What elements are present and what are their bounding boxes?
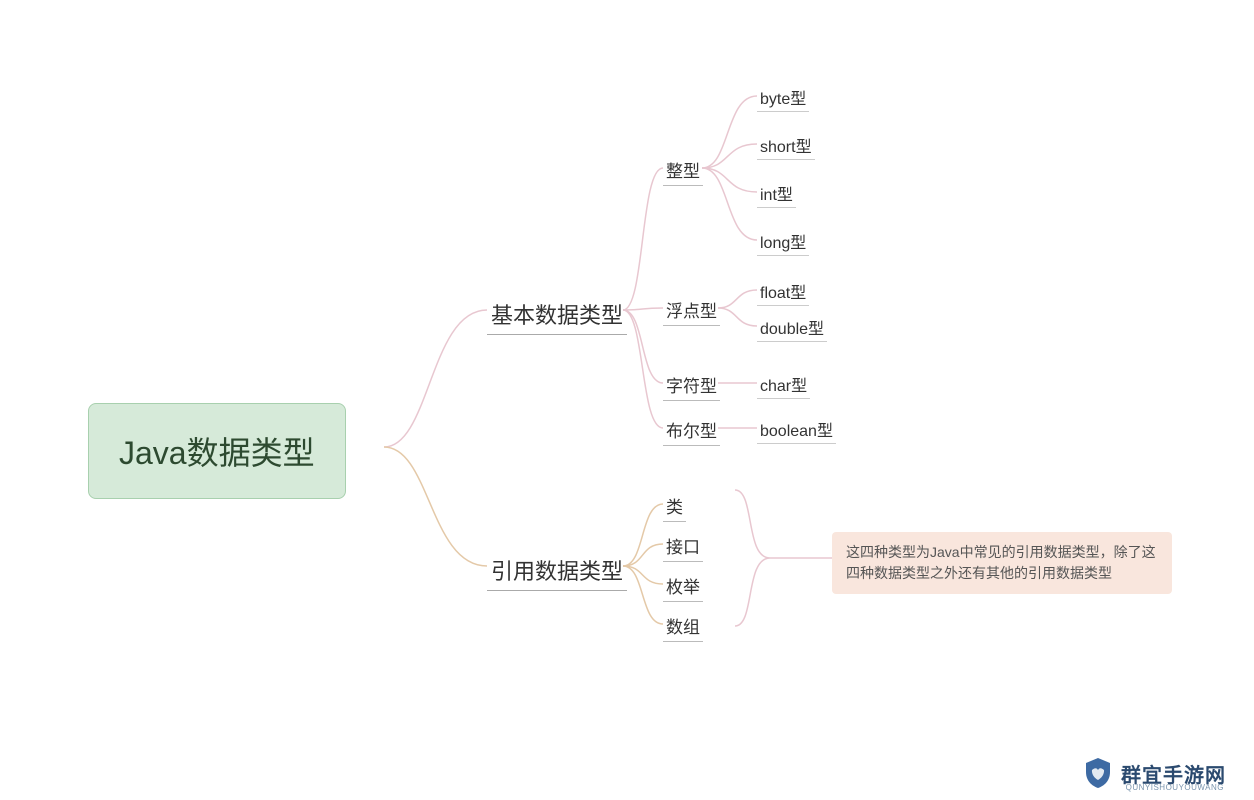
edge-ref-class	[623, 504, 663, 566]
node-char-kind: 字符型	[663, 371, 720, 401]
node-label: 引用数据类型	[491, 559, 623, 584]
annotation-bracket	[735, 490, 770, 626]
watermark: 群宜手游网 QUNYISHOUYOUWANG	[1081, 756, 1226, 790]
node-label: 接口	[666, 538, 700, 557]
node-interface: 接口	[663, 532, 703, 562]
root-label: Java数据类型	[119, 435, 315, 471]
mindmap-connectors	[0, 0, 1254, 800]
node-label: 基本数据类型	[491, 303, 623, 328]
watermark-url: QUNYISHOUYOUWANG	[1126, 783, 1224, 792]
node-label: 整型	[666, 162, 700, 181]
node-label: double型	[760, 321, 824, 338]
node-double: double型	[757, 314, 827, 342]
node-label: int型	[760, 187, 793, 204]
edge-root-ref	[384, 447, 487, 566]
node-short: short型	[757, 132, 815, 160]
edge-int-long	[702, 168, 757, 240]
node-label: byte型	[760, 91, 806, 108]
node-label: float型	[760, 285, 806, 302]
node-label: 枚举	[666, 578, 700, 597]
node-label: 浮点型	[666, 302, 717, 321]
edge-ref-array	[623, 566, 663, 624]
shield-icon	[1081, 756, 1115, 790]
node-long: long型	[757, 228, 809, 256]
node-label: 数组	[666, 618, 700, 637]
node-label: char型	[760, 378, 807, 395]
node-enum: 枚举	[663, 572, 703, 602]
edge-int-int	[702, 168, 757, 192]
edge-float-double	[718, 308, 757, 326]
node-label: boolean型	[760, 423, 833, 440]
node-label: long型	[760, 235, 806, 252]
node-char: char型	[757, 371, 810, 399]
node-integer-kind: 整型	[663, 156, 703, 186]
edge-basic-char	[623, 310, 663, 383]
node-boolean: boolean型	[757, 416, 836, 444]
node-label: 字符型	[666, 377, 717, 396]
node-array: 数组	[663, 612, 703, 642]
edge-basic-bool	[623, 310, 663, 428]
node-int: int型	[757, 180, 796, 208]
edge-ref-interface	[623, 544, 663, 566]
edge-ref-enum	[623, 566, 663, 584]
annotation-note: 这四种类型为Java中常见的引用数据类型，除了这四种数据类型之外还有其他的引用数…	[832, 532, 1172, 594]
node-class: 类	[663, 492, 686, 522]
root-node: Java数据类型	[88, 403, 346, 499]
node-bool-kind: 布尔型	[663, 416, 720, 446]
edge-int-byte	[702, 96, 757, 168]
node-float-kind: 浮点型	[663, 296, 720, 326]
node-basic-types: 基本数据类型	[487, 296, 627, 335]
node-label: short型	[760, 139, 812, 156]
node-label: 布尔型	[666, 422, 717, 441]
node-reference-types: 引用数据类型	[487, 552, 627, 591]
note-text: 这四种类型为Java中常见的引用数据类型，除了这四种数据类型之外还有其他的引用数…	[846, 544, 1156, 581]
edge-float-float	[718, 290, 757, 308]
edge-basic-float	[623, 308, 663, 310]
edge-root-basic	[384, 310, 487, 447]
edge-int-short	[702, 144, 757, 168]
node-byte: byte型	[757, 84, 809, 112]
node-float: float型	[757, 278, 809, 306]
node-label: 类	[666, 498, 683, 517]
edge-basic-int	[623, 168, 663, 310]
